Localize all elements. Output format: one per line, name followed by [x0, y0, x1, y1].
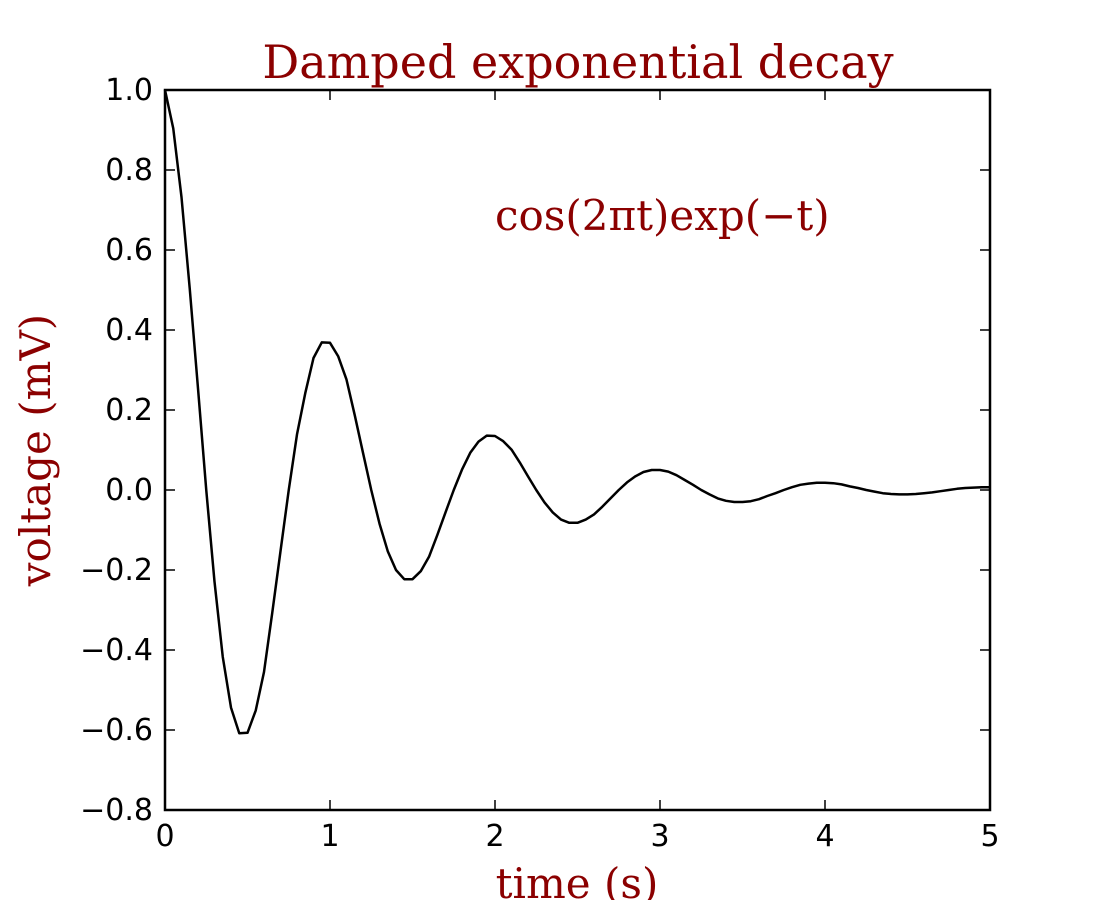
- y-tick-label: 0.8: [105, 153, 153, 188]
- x-tick-label: 0: [155, 819, 174, 854]
- formula-annotation: cos(2πt)exp(−t): [495, 191, 830, 240]
- plot-frame: [163, 88, 992, 812]
- y-tick-label: 1.0: [105, 73, 153, 108]
- y-tick-label: −0.2: [80, 553, 153, 588]
- x-tick-label: 3: [650, 819, 669, 854]
- y-tick-label: 0.0: [105, 473, 153, 508]
- x-tick-label: 1: [320, 819, 339, 854]
- y-tick-label: 0.4: [105, 313, 153, 348]
- y-tick-label: −0.6: [80, 713, 153, 748]
- axis-tick-labels: 0 1 2 3 4 5 −0.8 −0.6 −0.4 −0.2 0.0 0.2 0.4 0.6 0.8 1.0: [80, 73, 999, 854]
- y-axis-label: voltage (mV): [11, 314, 60, 587]
- chart-title: Damped exponential decay: [262, 35, 893, 89]
- x-axis-label: time (s): [496, 859, 659, 900]
- y-tick-label: 0.2: [105, 393, 153, 428]
- x-tick-label: 2: [485, 819, 504, 854]
- y-tick-label: −0.4: [80, 633, 153, 668]
- x-tick-label: 5: [980, 819, 999, 854]
- y-tick-label: −0.8: [80, 793, 153, 828]
- y-tick-label: 0.6: [105, 233, 153, 268]
- data-line-series: [163, 89, 990, 735]
- x-tick-label: 4: [815, 819, 834, 854]
